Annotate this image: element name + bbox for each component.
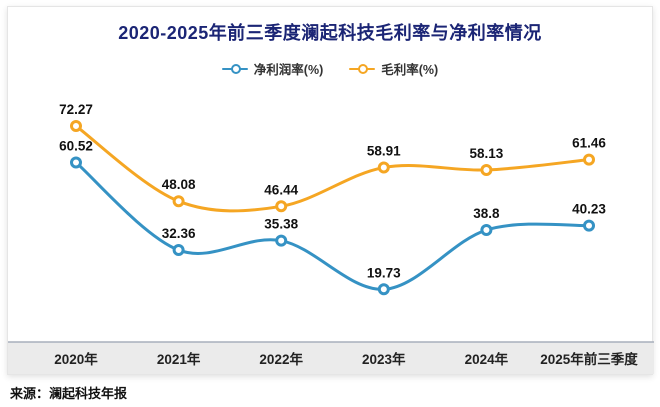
x-axis-label: 2023年: [362, 351, 406, 367]
data-point[interactable]: [172, 244, 185, 257]
data-point[interactable]: [583, 219, 595, 232]
data-point[interactable]: [70, 120, 82, 133]
x-axis-label: 2024年: [465, 351, 509, 367]
data-point[interactable]: [70, 156, 82, 169]
value-label: 35.38: [264, 217, 298, 232]
value-label: 61.46: [572, 136, 606, 151]
source-note: 来源：澜起科技年报: [10, 386, 128, 401]
value-label: 72.27: [59, 102, 93, 117]
series-line-0: [74, 161, 591, 291]
line-marker-icon: [349, 63, 376, 74]
series-line-1: [74, 124, 591, 213]
data-point[interactable]: [480, 163, 493, 176]
value-label: 48.08: [162, 177, 196, 192]
value-label: 58.91: [367, 144, 401, 159]
value-label: 32.36: [162, 226, 196, 241]
x-axis-label: 2021年: [157, 351, 201, 367]
legend-item-gross-margin[interactable]: 毛利率(%): [349, 59, 438, 78]
value-label: 38.8: [473, 206, 500, 221]
x-axis-band: [8, 342, 654, 374]
chart-legend: 净利润率(%) 毛利率(%): [8, 59, 652, 78]
legend-label: 毛利率(%): [381, 63, 439, 77]
chart-card: 2020-2025年前三季度澜起科技毛利率与净利率情况 净利润率(%) 毛利率(…: [7, 6, 654, 375]
data-point[interactable]: [583, 153, 595, 166]
x-axis-label: 2025年前三季度: [540, 351, 638, 367]
data-point[interactable]: [275, 200, 288, 213]
value-label: 19.73: [367, 265, 401, 280]
data-point[interactable]: [377, 283, 390, 296]
data-point[interactable]: [172, 195, 185, 208]
data-point[interactable]: [480, 224, 493, 237]
data-point[interactable]: [275, 234, 288, 247]
line-marker-icon: [221, 63, 248, 74]
value-label: 40.23: [572, 202, 606, 217]
x-axis-label: 2020年: [54, 351, 98, 367]
legend-item-net-margin[interactable]: 净利润率(%): [221, 59, 324, 78]
value-label: 58.13: [470, 146, 504, 161]
legend-label: 净利润率(%): [253, 63, 324, 77]
x-axis-label: 2022年: [259, 351, 303, 367]
value-label: 46.44: [264, 182, 298, 197]
value-label: 60.52: [59, 139, 93, 154]
chart-title: 2020-2025年前三季度澜起科技毛利率与净利率情况: [118, 23, 542, 43]
chart-svg: 2020年 2021年 2022年 2023年 2024年 2025年前三季度 60.52 3…: [8, 102, 654, 374]
data-point[interactable]: [377, 161, 390, 174]
